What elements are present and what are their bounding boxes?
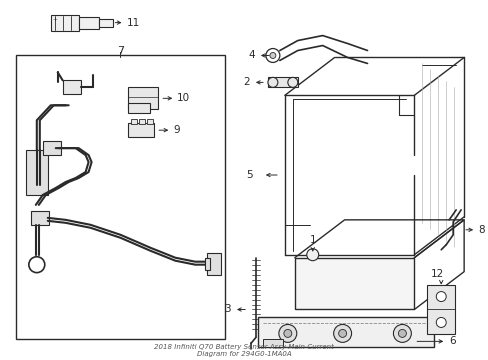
Bar: [99, 19, 112, 27]
Bar: [427, 285, 454, 334]
Bar: [207, 253, 221, 275]
Text: 4: 4: [248, 50, 254, 60]
Circle shape: [435, 318, 446, 328]
Bar: [51, 15, 79, 31]
Circle shape: [267, 77, 277, 87]
Text: 8: 8: [477, 225, 484, 235]
Bar: [258, 318, 433, 347]
Text: 9: 9: [173, 125, 180, 135]
Bar: [26, 150, 48, 195]
Text: 5: 5: [246, 170, 252, 180]
Bar: [205, 258, 210, 270]
Text: 3: 3: [224, 305, 230, 315]
Circle shape: [435, 292, 446, 302]
Bar: [31, 211, 49, 225]
Bar: [62, 80, 81, 94]
Circle shape: [283, 329, 291, 337]
Text: 12: 12: [430, 269, 443, 279]
Circle shape: [306, 249, 318, 261]
Bar: [128, 123, 154, 137]
Circle shape: [269, 53, 275, 58]
Bar: [128, 87, 158, 109]
Bar: [79, 17, 99, 28]
Circle shape: [29, 257, 45, 273]
Bar: [42, 141, 61, 155]
Circle shape: [398, 329, 406, 337]
Circle shape: [287, 77, 297, 87]
Text: +: +: [53, 17, 58, 22]
Circle shape: [338, 329, 346, 337]
Circle shape: [333, 324, 351, 342]
Text: 10: 10: [177, 93, 190, 103]
Bar: [263, 339, 282, 347]
Bar: [139, 119, 145, 124]
Bar: [128, 103, 150, 113]
Text: 1: 1: [309, 235, 315, 245]
Text: 6: 6: [448, 336, 455, 346]
Bar: [16, 55, 224, 339]
Circle shape: [393, 324, 410, 342]
Bar: [147, 119, 153, 124]
Text: 11: 11: [126, 18, 140, 28]
Bar: [267, 77, 297, 87]
Text: 2: 2: [243, 77, 249, 87]
Circle shape: [265, 49, 279, 62]
Bar: [294, 258, 413, 310]
Text: 7: 7: [117, 45, 124, 55]
Circle shape: [278, 324, 296, 342]
Text: 2018 Infiniti Q70 Battery Sensor Assy-Main Current
Diagram for 294G0-1MA0A: 2018 Infiniti Q70 Battery Sensor Assy-Ma…: [154, 344, 333, 357]
Bar: [131, 119, 137, 124]
